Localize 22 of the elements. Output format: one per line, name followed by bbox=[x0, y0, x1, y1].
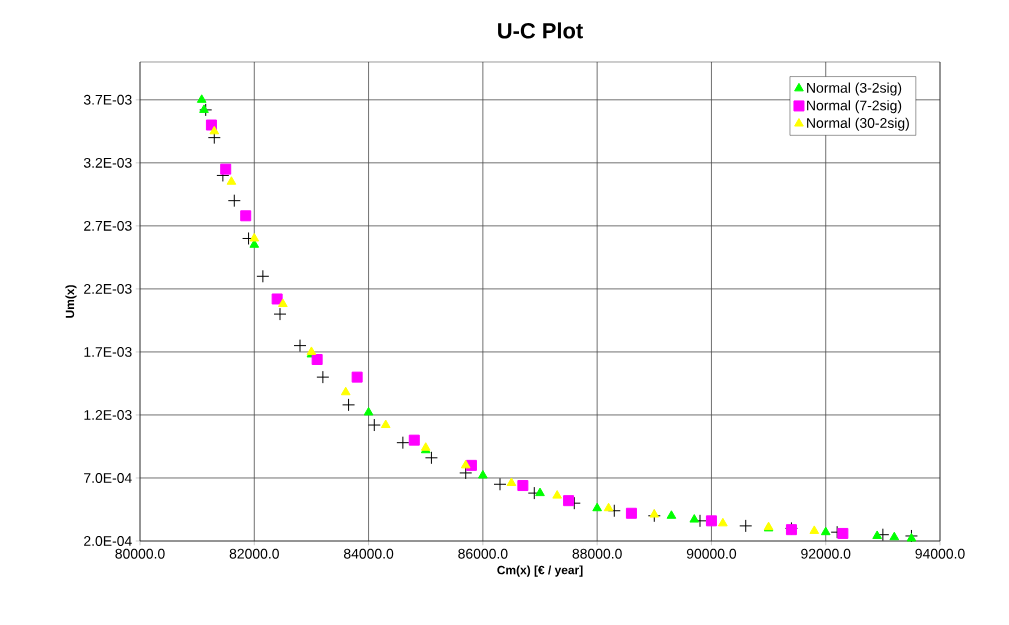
y-tick-label: 7.0E-04 bbox=[84, 473, 132, 483]
legend-label: Normal (30-2sig) bbox=[807, 117, 909, 131]
x-tick-label: 86000.0 bbox=[458, 548, 508, 559]
x-tick-label: 90000.0 bbox=[686, 548, 737, 559]
legend-label: Normal (7-2sig) bbox=[807, 100, 902, 114]
x-tick-label: 94000.0 bbox=[915, 548, 965, 559]
y-axis-title: Um(x) bbox=[65, 285, 77, 318]
y-tick-label: 2.2E-03 bbox=[84, 283, 132, 294]
y-tick-label: 2.7E-03 bbox=[84, 220, 132, 231]
y-tick-label: 1.7E-03 bbox=[84, 346, 132, 357]
x-tick-label: 82000.0 bbox=[229, 548, 279, 559]
x-tick-label: 80000.0 bbox=[115, 548, 165, 559]
y-tick-label: 1.2E-03 bbox=[84, 410, 132, 420]
y-tick-label: 2.0E-04 bbox=[84, 536, 132, 546]
x-tick-label: 84000.0 bbox=[343, 548, 394, 559]
y-tick-label: 3.2E-03 bbox=[83, 157, 132, 168]
x-axis-title: Cm(x) [€ / year] bbox=[497, 565, 583, 577]
x-tick-label: 92000.0 bbox=[801, 548, 851, 559]
legend-label: Normal (3-2sig) bbox=[807, 82, 902, 96]
chart-title: U-C Plot bbox=[498, 22, 583, 39]
x-tick-label: 88000.0 bbox=[572, 548, 622, 559]
y-tick-label: 3.7E-03 bbox=[83, 94, 132, 105]
